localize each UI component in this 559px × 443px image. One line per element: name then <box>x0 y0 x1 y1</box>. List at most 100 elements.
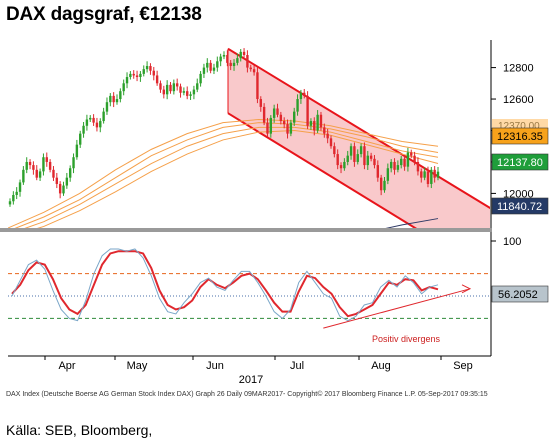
x-tick-label-1: May <box>127 360 148 372</box>
candle-body-98 <box>336 154 339 166</box>
candle-body-48 <box>169 84 172 92</box>
divergence-arrow-head <box>461 284 472 294</box>
candle-body-121 <box>413 155 416 162</box>
candle-body-30 <box>109 95 112 103</box>
divergence-annotation: Positiv divergens <box>372 334 441 344</box>
candle-body-11 <box>45 157 48 162</box>
candle-body-52 <box>182 91 186 93</box>
candle-body-78 <box>269 117 273 134</box>
candle-body-17 <box>65 177 69 186</box>
candle-body-62 <box>216 61 219 68</box>
indicator-y-axis: 100 <box>491 236 521 248</box>
candle-body-53 <box>186 91 189 96</box>
price-tick-label-3: 12600 <box>503 94 534 106</box>
price-badge-0 <box>491 127 549 145</box>
candle-body-106 <box>363 146 366 166</box>
page-title: DAX dagsgraf, €12138 <box>6 4 202 25</box>
candle-body-68 <box>236 58 239 63</box>
candle-body-81 <box>279 114 283 122</box>
candle-body-29 <box>105 102 109 112</box>
candle-body-13 <box>52 169 55 178</box>
candle-body-65 <box>226 55 229 63</box>
price-panel <box>8 47 490 228</box>
candle-body-60 <box>209 62 212 71</box>
price-badge-label-2: 11840.72 <box>497 201 542 213</box>
candle-body-34 <box>122 83 125 92</box>
candle-body-42 <box>149 66 152 71</box>
candle-body-32 <box>115 99 119 103</box>
candle-body-105 <box>359 146 363 155</box>
candle-body-82 <box>282 121 286 125</box>
moving-average-4 <box>385 218 439 228</box>
candle-body-2 <box>15 191 18 195</box>
candle-body-108 <box>369 155 373 159</box>
candle-body-57 <box>199 73 202 84</box>
price-badge-2 <box>491 197 549 215</box>
candle-body-118 <box>403 158 406 167</box>
candle-body-43 <box>152 70 155 76</box>
indicator-tick-label-0: 100 <box>503 236 521 248</box>
candle-body-39 <box>139 73 142 78</box>
candle-body-27 <box>99 121 102 128</box>
candle-body-86 <box>296 99 299 112</box>
candle-body-0 <box>8 201 12 205</box>
candle-body-83 <box>286 124 289 134</box>
candle-body-51 <box>179 86 182 93</box>
candle-body-74 <box>256 72 259 100</box>
channel-fill <box>228 48 490 228</box>
candle-body-1 <box>12 194 15 202</box>
x-tick-label-3: Jul <box>290 360 304 372</box>
candle-body-20 <box>75 144 79 158</box>
candle-body-88 <box>303 92 306 96</box>
candle-body-128 <box>436 171 440 178</box>
x-tick-label-0: Apr <box>58 360 75 372</box>
candle-body-55 <box>192 89 196 95</box>
candle-body-8 <box>35 169 38 178</box>
candle-body-99 <box>339 165 343 169</box>
candle-body-77 <box>266 122 269 134</box>
candle-body-50 <box>175 83 179 87</box>
candle-body-94 <box>323 127 326 134</box>
x-tick-label-4: Aug <box>371 360 391 372</box>
candle-body-109 <box>373 158 376 166</box>
price-tick-label-0: 12000 <box>503 188 534 200</box>
candle-body-24 <box>89 117 92 120</box>
candle-body-25 <box>92 117 95 123</box>
candle-body-107 <box>366 155 369 166</box>
candle-body-23 <box>85 119 89 126</box>
candle-body-12 <box>48 161 52 170</box>
candle-body-47 <box>165 84 169 95</box>
x-tick-label-2: Jun <box>206 360 224 372</box>
candle-body-76 <box>262 106 266 123</box>
candle-body-93 <box>319 114 323 128</box>
candle-body-37 <box>132 73 135 76</box>
moving-average-1 <box>14 122 439 228</box>
candle-body-96 <box>329 138 333 147</box>
x-axis: Apr May Jun Jul Aug Sep 2017 <box>44 356 473 386</box>
candle-body-46 <box>162 89 166 95</box>
candle-body-72 <box>249 67 252 70</box>
candle-body-6 <box>28 161 32 166</box>
candle-body-40 <box>142 69 145 74</box>
indicator-badge-label: 56.2052 <box>498 289 538 301</box>
price-badge-1 <box>491 153 549 171</box>
candle-body-22 <box>82 125 85 134</box>
candle-body-70 <box>242 51 246 56</box>
x-tick-label-5: Sep <box>453 360 473 372</box>
candle-body-61 <box>212 67 216 71</box>
candle-body-101 <box>346 155 349 162</box>
price-badge-label-1: 12137.80 <box>497 157 543 169</box>
candle-body-59 <box>206 62 209 68</box>
source-note: Källa: SEB, Bloomberg, <box>6 422 153 438</box>
candle-body-102 <box>349 146 353 156</box>
candle-body-97 <box>333 146 336 155</box>
candle-body-123 <box>420 171 423 178</box>
candle-body-91 <box>313 121 316 131</box>
candle-body-5 <box>25 161 28 170</box>
candle-body-58 <box>202 67 206 74</box>
candle-body-71 <box>246 55 249 68</box>
candle-body-63 <box>219 56 222 62</box>
candle-body-75 <box>259 99 262 107</box>
candle-body-3 <box>18 182 22 192</box>
